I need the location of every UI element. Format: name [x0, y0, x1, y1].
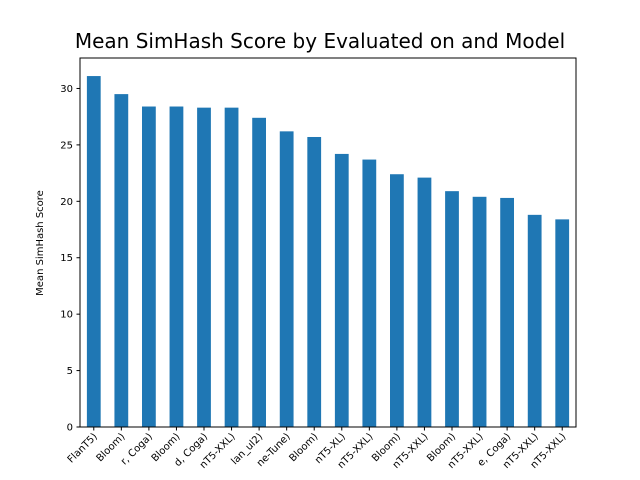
bar-6 — [224, 107, 239, 428]
bar-4 — [169, 106, 184, 428]
plot-frame — [79, 57, 577, 428]
y-tick-label: 0 — [67, 423, 73, 434]
bar-3 — [142, 106, 156, 428]
bar-2 — [114, 94, 129, 428]
bar-15 — [472, 196, 487, 427]
y-tick-label: 10 — [60, 310, 73, 321]
bar-7 — [252, 117, 266, 427]
bar-8 — [279, 131, 294, 427]
chart-title: Mean SimHash Score by Evaluated on and M… — [75, 29, 565, 53]
axes-group — [79, 57, 577, 428]
bars-group — [86, 76, 570, 428]
y-tick-label: 25 — [60, 140, 73, 151]
bar-12 — [390, 174, 404, 427]
bar-11 — [362, 159, 377, 427]
bar-1 — [86, 76, 101, 427]
bar-10 — [334, 153, 349, 428]
bar-17 — [527, 214, 542, 427]
bar-13 — [417, 177, 432, 427]
bar-5 — [197, 107, 211, 428]
y-tick-label: 15 — [60, 253, 73, 264]
y-axis-label: Mean SimHash Score — [35, 190, 46, 296]
y-tick-label: 5 — [67, 366, 73, 377]
bar-14 — [445, 191, 459, 427]
bar-9 — [307, 136, 322, 428]
y-tick-label: 20 — [60, 197, 73, 208]
y-axis-ticks: 0 5 10 15 20 25 30 — [60, 84, 80, 434]
bar-18 — [555, 219, 570, 427]
bar-16 — [500, 197, 514, 427]
y-tick-label: 30 — [60, 84, 73, 95]
